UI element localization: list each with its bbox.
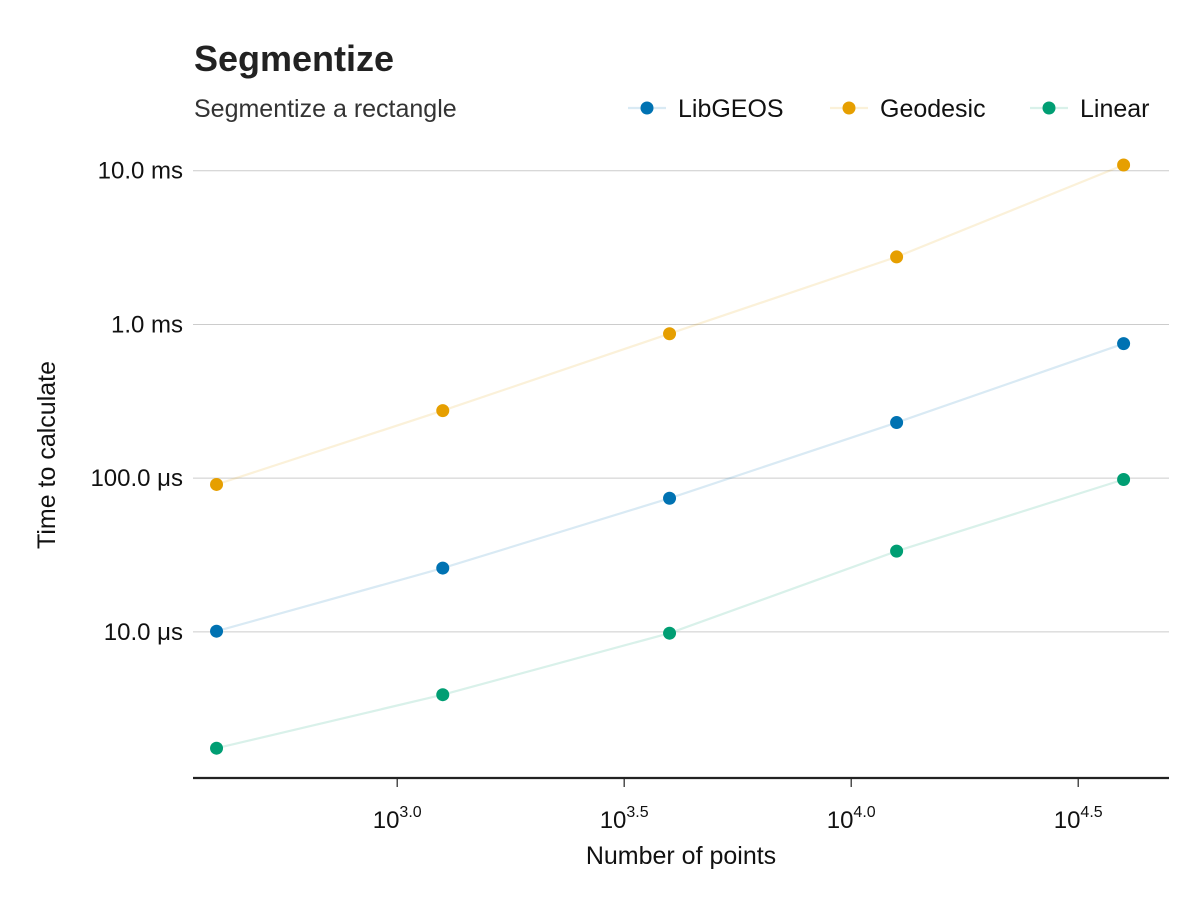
chart-subtitle: Segmentize a rectangle	[194, 95, 457, 123]
x-tick-exponent: 3.0	[399, 804, 421, 821]
geodesic-data-point	[210, 477, 224, 491]
y-axis-ticks: 10.0 μs 100.0 μs 1.0 ms 10.0 ms	[90, 158, 183, 646]
legend-item-linear: Linear	[1030, 95, 1150, 123]
libgeos-data-point	[1117, 337, 1131, 351]
data-points	[210, 158, 1131, 755]
y-tick-label: 10.0 μs	[104, 619, 183, 646]
x-tick-exponent: 4.0	[853, 804, 875, 821]
x-tick-base: 10	[373, 807, 400, 834]
linear-data-point	[436, 688, 450, 702]
x-tick-base: 10	[1054, 807, 1081, 834]
linear-data-point	[1117, 473, 1131, 487]
y-tick-label: 1.0 ms	[111, 311, 183, 338]
legend-marker	[640, 101, 654, 115]
legend-item-geodesic: Geodesic	[830, 95, 986, 123]
libgeos-data-point	[890, 416, 904, 430]
y-axis-label: Time to calculate	[33, 361, 61, 549]
y-tick-label: 10.0 ms	[98, 158, 183, 185]
libgeos-data-point	[436, 561, 450, 575]
y-tick-label: 100.0 μs	[90, 465, 183, 492]
geodesic-data-point	[890, 250, 904, 264]
legend-marker	[842, 101, 856, 115]
x-tick-base: 10	[600, 807, 627, 834]
series-lines	[216, 163, 1125, 750]
legend-label: Geodesic	[880, 95, 986, 123]
x-axis-ticks: 103.0 103.5 104.0 104.5	[373, 778, 1103, 834]
linear-series-line	[216, 478, 1124, 750]
x-tick-label: 104.0	[827, 804, 876, 834]
linear-data-point	[210, 741, 224, 755]
x-tick-base: 10	[827, 807, 854, 834]
legend: LibGEOS Geodesic Linear	[628, 95, 1150, 123]
x-tick-label: 103.5	[600, 804, 649, 834]
geodesic-data-point	[663, 327, 677, 341]
x-tick-label: 103.0	[373, 804, 422, 834]
x-tick-label: 104.5	[1054, 804, 1103, 834]
legend-label: LibGEOS	[678, 95, 784, 123]
linear-data-point	[890, 544, 904, 558]
geodesic-data-point	[436, 404, 450, 418]
x-axis-label: Number of points	[586, 842, 776, 870]
linear-data-point	[663, 626, 677, 640]
libgeos-series-line	[216, 342, 1124, 633]
x-tick-exponent: 4.5	[1080, 804, 1102, 821]
legend-item-libgeos: LibGEOS	[628, 95, 784, 123]
libgeos-data-point	[663, 491, 677, 505]
chart-title: Segmentize	[194, 38, 394, 79]
libgeos-data-point	[210, 624, 224, 638]
legend-marker	[1042, 101, 1056, 115]
legend-label: Linear	[1080, 95, 1150, 123]
geodesic-data-point	[1117, 158, 1131, 172]
grid-lines	[193, 170, 1169, 633]
x-tick-exponent: 3.5	[626, 804, 648, 821]
